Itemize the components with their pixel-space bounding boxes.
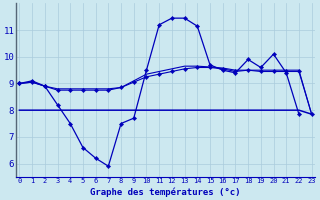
X-axis label: Graphe des températures (°c): Graphe des températures (°c) <box>90 187 241 197</box>
